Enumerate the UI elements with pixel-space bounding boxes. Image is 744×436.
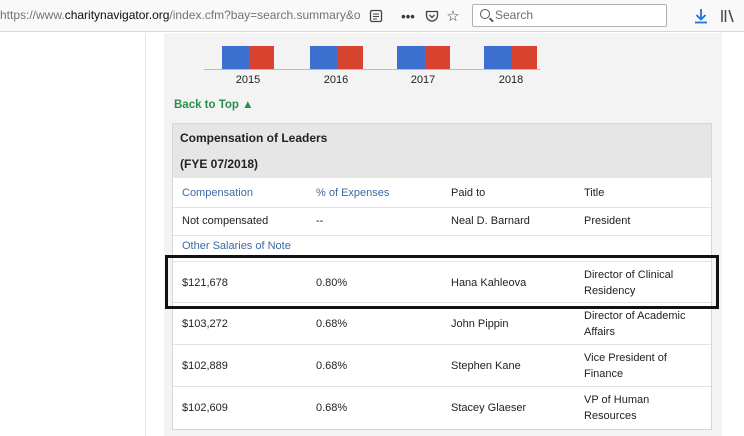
bar-2015-red (249, 46, 274, 69)
col-compensation[interactable]: Compensation (182, 187, 253, 199)
address-bar[interactable]: https://www.charitynavigator.org/index.c… (0, 8, 360, 22)
percent-cell: 0.80% (316, 277, 348, 289)
year-label: 2017 (410, 74, 436, 86)
highlight-box (165, 255, 719, 309)
compensation-cell: $103,272 (182, 318, 228, 330)
year-label: 2018 (498, 74, 524, 86)
year-label: 2016 (323, 74, 349, 86)
search-input[interactable] (495, 8, 660, 22)
title-cell: Vice President of Finance (584, 352, 667, 380)
paid-to-cell: Stacey Glaeser (451, 402, 527, 414)
chart-baseline (204, 69, 540, 70)
search-box[interactable] (472, 4, 667, 27)
url-path: /index.cfm?bay=search.summary&orgid=6 (169, 8, 360, 22)
percent-cell: -- (316, 215, 324, 227)
paid-to-cell: Hana Kahleova (451, 277, 527, 289)
compensation-table: Compensation of Leaders (FYE 07/2018) Co… (172, 123, 712, 430)
title-cell: VP of Human Resources (584, 394, 650, 422)
bar-2018-red (511, 46, 537, 69)
reader-view-icon[interactable] (366, 6, 386, 26)
percent-cell: 0.68% (316, 318, 348, 330)
compensation-cell: $102,609 (182, 402, 228, 414)
paid-to-cell: Neal D. Barnard (451, 215, 530, 227)
pocket-icon[interactable] (422, 6, 442, 26)
paid-to-cell: Stephen Kane (451, 360, 521, 372)
table-row: $102,889 0.68% Stephen Kane Vice Preside… (173, 345, 711, 387)
column-header-row: Compensation % of Expenses Paid to Title (173, 178, 711, 208)
year-label: 2015 (235, 74, 261, 86)
table-row: Not compensated -- Neal D. Barnard Presi… (173, 208, 711, 236)
table-title: Compensation of Leaders (180, 131, 328, 145)
bar-2015-blue (222, 46, 249, 69)
col-percent-expenses[interactable]: % of Expenses (316, 187, 390, 199)
downloads-icon[interactable] (692, 6, 710, 26)
search-icon (480, 9, 490, 19)
bar-2017-blue (397, 46, 425, 69)
title-cell: Director of Clinical Residency (584, 269, 674, 297)
percent-cell: 0.68% (316, 402, 348, 414)
paid-to-cell: John Pippin (451, 318, 509, 330)
title-cell: President (584, 215, 631, 227)
bar-2016-blue (310, 46, 337, 69)
page-actions-icon[interactable]: ••• (401, 8, 415, 24)
col-title: Title (584, 187, 605, 199)
col-paid-to: Paid to (451, 187, 486, 199)
library-icon[interactable] (718, 6, 738, 26)
compensation-cell: Not compensated (182, 215, 269, 227)
table-header-band: Compensation of Leaders (FYE 07/2018) (173, 124, 711, 178)
back-to-top-link[interactable]: Back to Top ▲ (174, 99, 254, 111)
table-row: $103,272 0.68% John Pippin Director of A… (173, 303, 711, 345)
bar-2018-blue (484, 46, 511, 69)
table-row: $102,609 0.68% Stacey Glaeser VP of Huma… (173, 387, 711, 429)
url-domain: charitynavigator.org (64, 8, 170, 22)
percent-cell: 0.68% (316, 360, 348, 372)
table-row: $121,678 0.80% Hana Kahleova Director of… (173, 261, 711, 303)
other-salaries-link[interactable]: Other Salaries of Note (182, 240, 291, 252)
page-divider (145, 33, 146, 436)
title-cell: Director of Academic Affairs (584, 310, 686, 338)
compensation-cell: $121,678 (182, 277, 228, 289)
browser-toolbar: https://www.charitynavigator.org/index.c… (0, 0, 744, 32)
bar-2016-red (337, 46, 363, 69)
bar-2017-red (425, 46, 450, 69)
bookmark-star-icon[interactable]: ☆ (446, 8, 460, 25)
fiscal-year-label: (FYE 07/2018) (180, 157, 259, 171)
url-prefix: https://www. (0, 8, 65, 22)
compensation-cell: $102,889 (182, 360, 228, 372)
